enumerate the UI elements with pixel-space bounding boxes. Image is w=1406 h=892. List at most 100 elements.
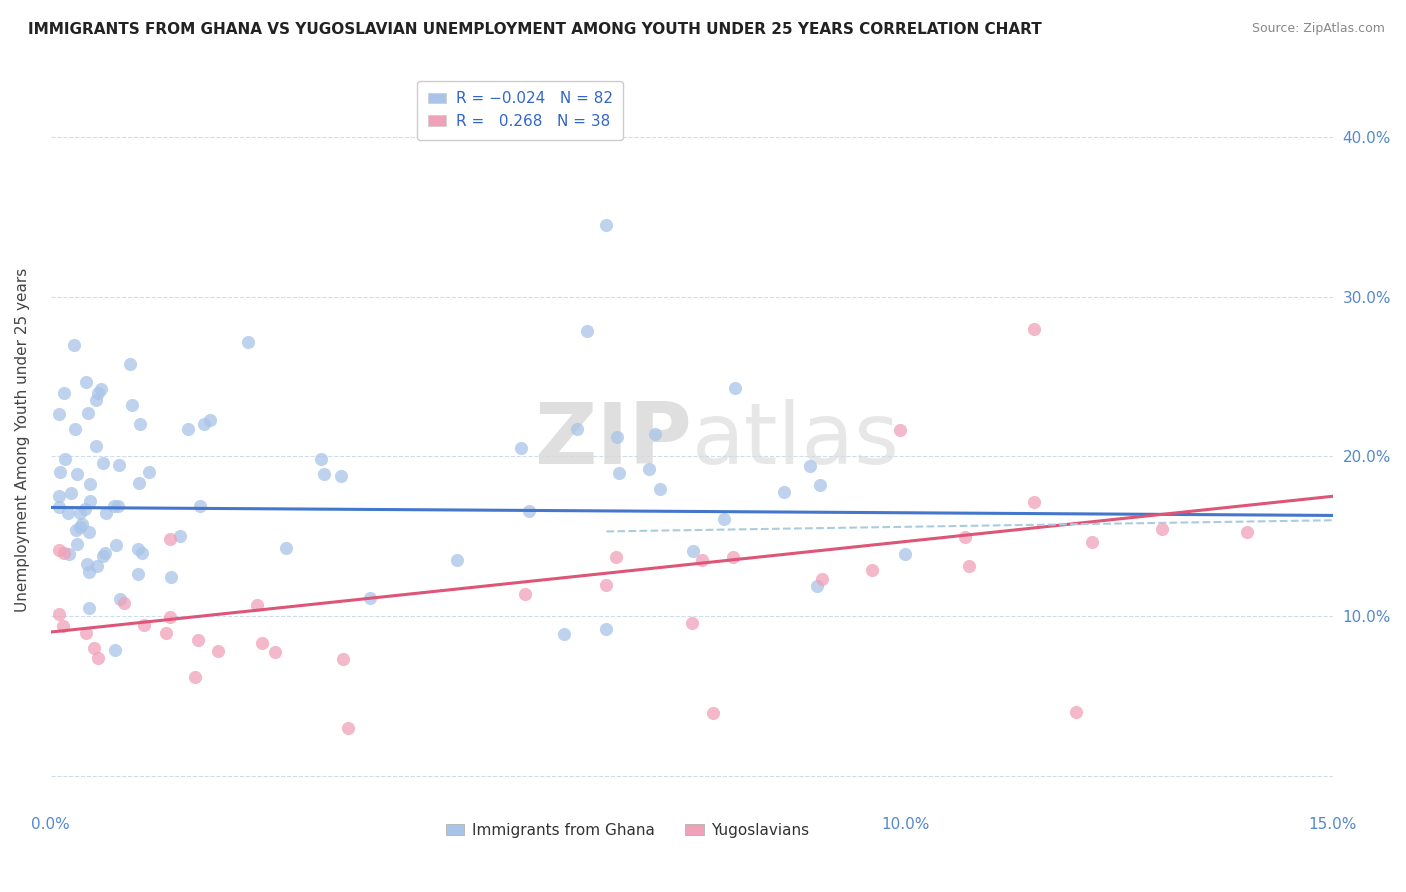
Point [309, 451, 332, 466]
Point [53, 452, 76, 467]
Point [128, 476, 150, 491]
Point [953, 530, 976, 544]
Point [606, 430, 628, 444]
Point [63, 338, 86, 352]
Point [104, 538, 127, 552]
Point [723, 381, 745, 395]
Point [48, 542, 70, 557]
Point [103, 499, 125, 513]
Point [329, 469, 352, 483]
Point [77, 565, 100, 579]
Point [52, 618, 75, 632]
Point [84, 439, 107, 453]
Point [188, 499, 211, 513]
Point [1150, 522, 1173, 536]
Point [91, 549, 114, 564]
Point [799, 458, 821, 473]
Point [108, 591, 131, 606]
Point [332, 652, 354, 666]
Point [87, 386, 110, 401]
Point [131, 546, 153, 560]
Point [159, 610, 181, 624]
Point [79, 494, 101, 508]
Point [77, 406, 100, 420]
Point [132, 618, 155, 632]
Point [245, 598, 267, 612]
Point [274, 541, 297, 555]
Point [236, 334, 259, 349]
Point [1081, 534, 1104, 549]
Point [713, 511, 735, 525]
Point [138, 465, 160, 479]
Point [87, 651, 110, 665]
Point [75, 376, 97, 390]
Point [187, 633, 209, 648]
Point [58, 506, 80, 520]
Point [129, 417, 152, 431]
Point [723, 550, 745, 565]
Point [650, 482, 672, 496]
Point [198, 412, 221, 426]
Point [48, 607, 70, 621]
Point [312, 467, 335, 481]
Point [75, 626, 97, 640]
Point [48, 407, 70, 421]
Point [605, 550, 627, 565]
Legend: Immigrants from Ghana, Yugoslavians: Immigrants from Ghana, Yugoslavians [440, 817, 815, 844]
Point [107, 499, 129, 513]
Point [264, 645, 287, 659]
Point [517, 504, 540, 518]
Point [359, 591, 381, 605]
Point [860, 563, 883, 577]
Point [808, 478, 831, 492]
Point [53, 385, 76, 400]
Point [1022, 321, 1045, 335]
Point [177, 422, 200, 436]
Point [76, 557, 98, 571]
Point [69, 506, 91, 520]
Point [65, 523, 87, 537]
Point [94, 506, 117, 520]
Point [207, 643, 229, 657]
Point [70, 517, 93, 532]
Point [513, 587, 536, 601]
Point [690, 553, 713, 567]
Point [91, 456, 114, 470]
Point [446, 553, 468, 567]
Point [66, 537, 89, 551]
Point [52, 546, 75, 560]
Point [108, 458, 131, 472]
Point [69, 519, 91, 533]
Text: IMMIGRANTS FROM GHANA VS YUGOSLAVIAN UNEMPLOYMENT AMONG YOUTH UNDER 25 YEARS COR: IMMIGRANTS FROM GHANA VS YUGOSLAVIAN UNE… [28, 22, 1042, 37]
Point [93, 546, 115, 560]
Point [104, 643, 127, 657]
Point [810, 572, 832, 586]
Point [957, 559, 980, 574]
Point [193, 417, 215, 432]
Point [86, 559, 108, 574]
Point [155, 626, 177, 640]
Point [1066, 705, 1088, 719]
Point [702, 706, 724, 720]
Point [595, 218, 617, 232]
Point [118, 357, 141, 371]
Point [169, 529, 191, 543]
Point [83, 641, 105, 656]
Point [112, 596, 135, 610]
Point [48, 489, 70, 503]
Text: ZIP: ZIP [534, 399, 692, 482]
Point [73, 502, 96, 516]
Point [773, 484, 796, 499]
Point [595, 578, 617, 592]
Point [681, 616, 703, 631]
Point [66, 467, 89, 482]
Point [894, 547, 917, 561]
Text: atlas: atlas [692, 399, 900, 482]
Point [595, 622, 617, 636]
Point [575, 324, 598, 338]
Point [159, 532, 181, 546]
Point [90, 382, 112, 396]
Point [127, 566, 149, 581]
Point [127, 541, 149, 556]
Point [159, 570, 181, 584]
